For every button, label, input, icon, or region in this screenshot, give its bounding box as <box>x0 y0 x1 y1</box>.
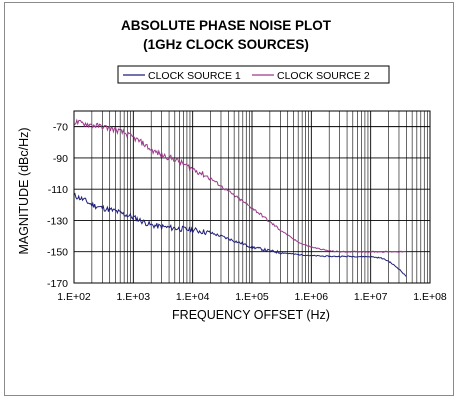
legend: CLOCK SOURCE 1 CLOCK SOURCE 2 <box>117 65 390 84</box>
y-tick-label: -70 <box>53 122 68 134</box>
y-tick-label: -170 <box>47 278 68 290</box>
x-tick-label: 1.E+02 <box>57 291 91 303</box>
series-layer <box>73 118 407 278</box>
x-tick-labels: 1.E+02 1.E+03 1.E+04 1.E+05 1.E+06 1.E+07 1.E+… <box>57 291 447 303</box>
y-tick-label: -90 <box>53 153 68 165</box>
minor-gridlines <box>91 111 428 283</box>
x-tick-label: 1.E+03 <box>117 291 151 303</box>
y-tick-label: -110 <box>48 184 68 196</box>
y-axis-label: MAGNITUDE (dBc/Hz) <box>17 127 31 254</box>
plot-area-border <box>73 110 431 284</box>
x-tick-label: 1.E+04 <box>176 291 210 303</box>
x-tick-label: 1.E+07 <box>354 291 388 303</box>
series-line-clock-source-1 <box>73 192 407 278</box>
legend-label-clock-source-2: CLOCK SOURCE 2 <box>277 70 370 82</box>
chart-subtitle: (1GHz CLOCK SOURCES) <box>143 37 309 52</box>
y-tick-labels: -70 -90 -110 -130 -150 -170 <box>47 122 68 290</box>
x-tick-label: 1.E+08 <box>413 291 447 303</box>
chart-title: ABSOLUTE PHASE NOISE PLOT <box>121 18 332 33</box>
y-tick-label: -150 <box>47 247 68 259</box>
x-axis-label: FREQUENCY OFFSET (Hz) <box>172 308 330 322</box>
series-line-clock-source-2 <box>73 118 407 253</box>
x-tick-label: 1.E+05 <box>235 291 269 303</box>
legend-label-clock-source-1: CLOCK SOURCE 1 <box>148 70 241 82</box>
chart-frame: ABSOLUTE PHASE NOISE PLOT (1GHz CLOCK SO… <box>4 2 454 396</box>
phase-noise-chart: ABSOLUTE PHASE NOISE PLOT (1GHz CLOCK SO… <box>17 18 447 322</box>
x-tick-label: 1.E+06 <box>295 291 329 303</box>
y-tick-label: -130 <box>47 215 68 227</box>
